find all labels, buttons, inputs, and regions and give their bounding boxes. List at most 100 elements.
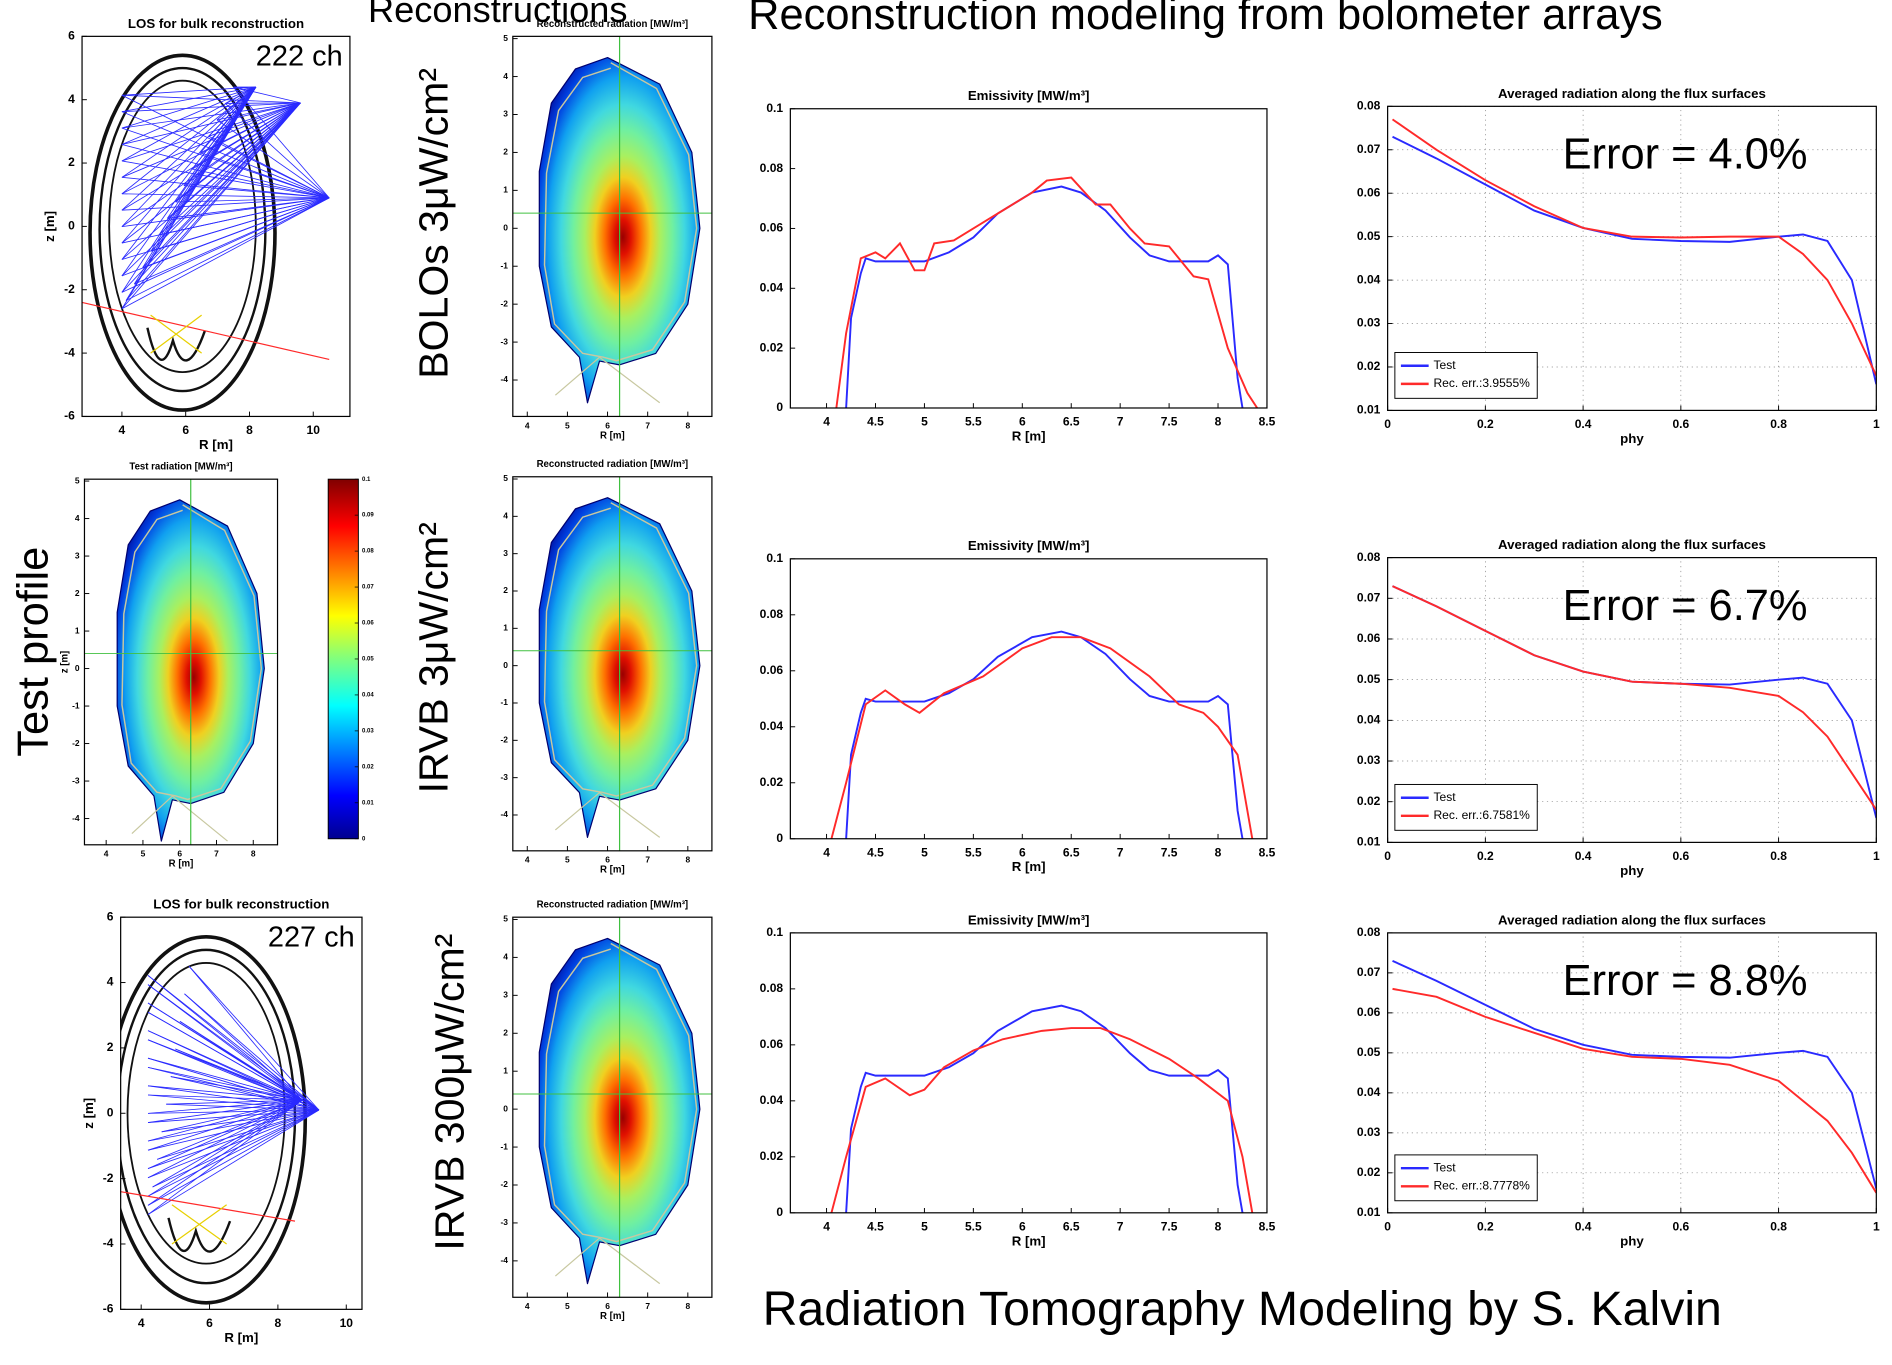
line-of-sight (167, 86, 257, 219)
y-tick-label: -2 (103, 1171, 114, 1185)
y-tick-label: -1 (500, 260, 508, 270)
y-tick-label: 0.06 (1357, 185, 1381, 199)
line-of-sight (225, 86, 257, 104)
x-axis-label: R [m] (169, 859, 194, 870)
x-tick-label: 6 (177, 849, 182, 859)
x-tick-label: 6.5 (1063, 415, 1080, 429)
y-tick-label: 0.1 (766, 551, 783, 565)
panel: 4 4.5 5 5.5 6 6.5 7 7.5 8 8.5 0 0.02 0.04 0.06 0.08 0.1… (760, 912, 1276, 1248)
panel-title: Reconstructed radiation [MW/m³] (537, 900, 689, 911)
y-tick-label: 0.05 (1357, 1045, 1381, 1059)
panel-title: Averaged radiation along the flux surfac… (1498, 537, 1766, 552)
legend-label: Rec. err.:3.9555% (1433, 376, 1530, 390)
legend-box (1394, 1154, 1538, 1202)
x-tick-label: 8 (1215, 415, 1222, 429)
panel: 4 5 6 7 8 -4 -3 -2 -1 0 1 2 3 4 5 Reconstructed radiati… (500, 19, 713, 441)
y-tick-label: 3 (503, 990, 508, 1000)
y-tick-label: 0.1 (766, 925, 783, 939)
x-tick-label: 0.2 (1477, 417, 1494, 431)
y-tick-label: 0.02 (760, 775, 784, 789)
plot-area (1387, 106, 1877, 411)
y-tick-label: -3 (500, 772, 508, 782)
y-tick-label: -2 (64, 282, 75, 296)
y-tick-label: 0 (776, 400, 783, 414)
y-tick-label: -3 (500, 336, 508, 346)
plot-area (835, 176, 1258, 408)
x-tick-label: 7 (645, 420, 650, 430)
y-tick-label: 0.08 (1357, 550, 1381, 564)
series-line (1392, 585, 1877, 811)
x-axis-label: R [m] (600, 865, 625, 876)
colorbar-tick-label: 0 (362, 836, 366, 842)
plot-frame (512, 35, 713, 418)
line-of-sight (147, 975, 320, 1111)
series-line (835, 176, 1258, 408)
line-of-sight (142, 102, 301, 268)
x-tick-label: 7.5 (1161, 845, 1178, 859)
x-axis-label: R [m] (199, 437, 233, 452)
y-tick-label: 4 (503, 71, 508, 81)
x-tick-label: 7 (1117, 415, 1124, 429)
y-tick-label: 0.03 (1357, 316, 1381, 330)
row-label: IRVB 3μW/cm² (411, 522, 457, 793)
panel-title: Emissivity [MW/m³] (968, 912, 1090, 927)
plot-frame (512, 916, 713, 1298)
y-tick-label: 0 (68, 219, 75, 233)
colorbar-tick-label: 0.03 (362, 728, 374, 734)
panel: 4 6 8 10 -6 -4 -2 0 2 4 6 LOS for bulk reconstructi… (81, 897, 363, 1345)
line-of-sight (150, 197, 330, 252)
line-of-sight (147, 984, 303, 1101)
series-line (845, 630, 1244, 839)
y-tick-label: 0.04 (1357, 1085, 1381, 1099)
y-tick-label: 0.1 (766, 101, 783, 115)
y-tick-label: -2 (500, 1179, 508, 1189)
y-tick-label: -4 (500, 1255, 508, 1265)
y-tick-label: 0.02 (760, 340, 784, 354)
y-tick-label: 4 (75, 513, 80, 523)
line-of-sight (121, 86, 256, 129)
y-tick-label: 2 (75, 588, 80, 598)
vessel-middle (98, 66, 267, 393)
annotation: 222 ch (256, 41, 343, 73)
line-of-sight (161, 1109, 319, 1133)
line-of-sight (121, 102, 301, 162)
x-tick-label: 7 (645, 1301, 650, 1311)
sight-yellow (150, 314, 202, 354)
separatrix (543, 502, 698, 797)
x-tick-label: 8.5 (1259, 1219, 1276, 1233)
line-of-sight (147, 1109, 320, 1197)
colorbar-tick-label: 0.07 (362, 585, 374, 591)
row-label: Test profile (10, 547, 58, 757)
plot-frame (1387, 105, 1877, 412)
colorbar (327, 478, 359, 840)
panel-title: Averaged radiation along the flux surfac… (1498, 912, 1766, 927)
y-tick-label: 0.01 (1357, 403, 1381, 417)
x-leg (599, 356, 661, 404)
colorbar-tick-label: 0.02 (362, 764, 374, 770)
y-tick-label: 0.07 (1357, 965, 1381, 979)
line-of-sight (216, 86, 257, 121)
panel-title: Emissivity [MW/m³] (968, 538, 1090, 553)
slide-title: Reconstruction modeling from bolometer a… (748, 0, 1663, 39)
y-tick-label: 0.08 (760, 161, 784, 175)
y-tick-label: -2 (500, 735, 508, 745)
plot-area (120, 935, 320, 1305)
x-tick-label: 10 (340, 1316, 354, 1330)
x-axis-label: R [m] (1012, 859, 1046, 874)
y-tick-label: 0 (107, 1105, 114, 1119)
y-tick-label: 2 (107, 1040, 114, 1054)
y-tick-label: 1 (503, 1065, 508, 1075)
y-tick-label: 0.06 (760, 221, 784, 235)
y-tick-label: 4 (503, 511, 508, 521)
y-tick-label: 0.02 (1357, 794, 1381, 808)
x-tick-label: 0.4 (1575, 417, 1592, 431)
line-of-sight (134, 102, 301, 285)
y-axis-label: z [m] (60, 651, 71, 674)
separatrix (543, 62, 698, 362)
plot-frame (1387, 557, 1877, 843)
line-of-sight (150, 102, 301, 252)
colorbar-tick-label: 0.09 (362, 513, 374, 519)
x-tick-label: 4 (823, 845, 830, 859)
x-tick-label: 6 (1019, 415, 1026, 429)
colorbar-tick-label: 0.1 (362, 477, 371, 483)
